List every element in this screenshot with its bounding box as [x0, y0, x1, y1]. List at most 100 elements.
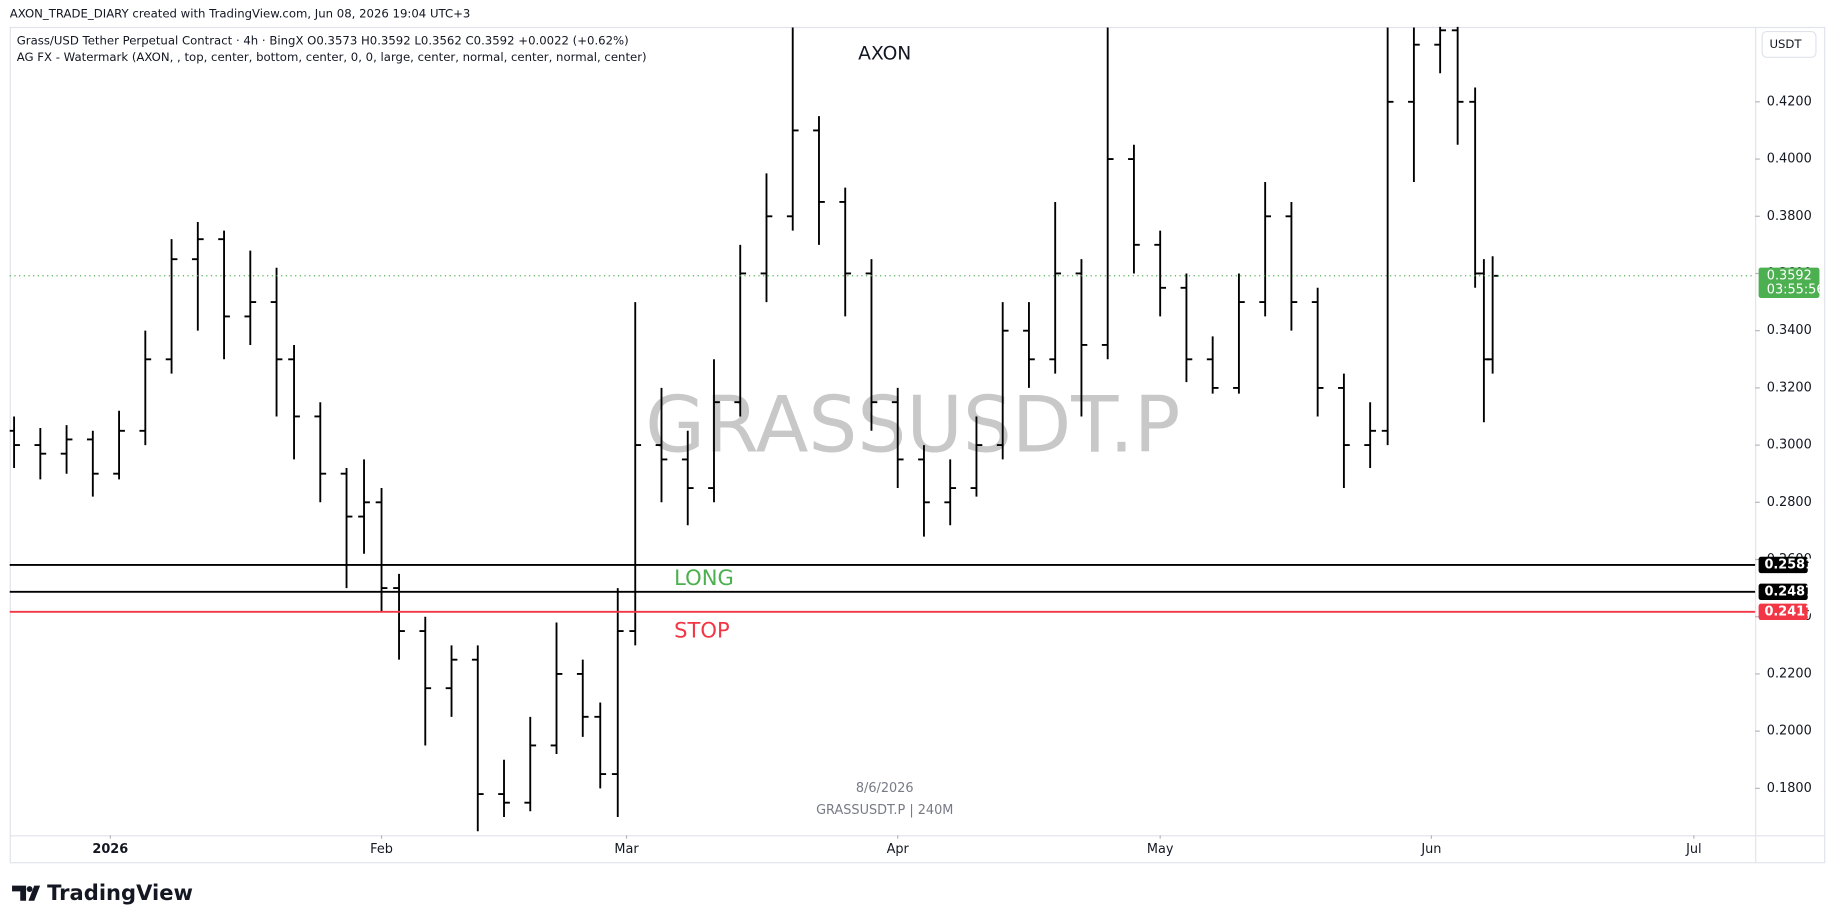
- ohlc-bar: [839, 187, 852, 317]
- ohlc-bar: [445, 645, 458, 717]
- ohlc-bar: [244, 250, 257, 345]
- logo-icon: [12, 885, 41, 901]
- ohlc-bar: [760, 173, 773, 303]
- ohlc-bar: [708, 359, 720, 503]
- ohlc-bar: [270, 267, 283, 417]
- y-tick-label: 0.2800: [1767, 495, 1812, 510]
- level-label: 0.2417: [1764, 604, 1814, 619]
- ohlc-bar: [375, 488, 388, 612]
- level-tag: [1758, 556, 1808, 574]
- ohlc-bar: [550, 622, 563, 755]
- ohlc-bar: [1311, 287, 1324, 417]
- ohlc-bar: [60, 425, 73, 474]
- ohlc-bar: [1364, 402, 1377, 468]
- y-tick-label: 0.2200: [1767, 666, 1812, 681]
- ohlc-bar: [1233, 273, 1245, 394]
- x-tick-label: Jul: [1685, 842, 1702, 857]
- ohlc-bar: [34, 427, 47, 480]
- credit: AXON_TRADE_DIARY created with TradingVie…: [10, 7, 471, 21]
- date-mark: 8/6/2026: [856, 781, 914, 796]
- ohlc-bar: [1451, 26, 1464, 145]
- ohlc-bar: [944, 459, 957, 526]
- brand-logo: [12, 885, 41, 901]
- y-tick-label: 0.3800: [1767, 209, 1812, 224]
- ohlc-bar: [1408, 27, 1420, 182]
- x-tick-label: May: [1147, 842, 1174, 857]
- ohlc-bar: [419, 616, 432, 746]
- top-mark: AXON: [858, 43, 911, 64]
- annotation: LONG: [674, 565, 734, 590]
- level-label: 0.2487: [1764, 584, 1814, 599]
- ohlc-bar: [1075, 259, 1088, 417]
- ohlc-bar: [393, 573, 405, 660]
- frame: [9, 26, 1826, 864]
- ohlc-bar: [1128, 144, 1140, 274]
- ohlc-bar: [1338, 373, 1350, 489]
- annotation: STOP: [674, 618, 729, 643]
- ohlc-bar: [314, 402, 327, 503]
- ohlc-bar: [734, 244, 747, 417]
- ohlc-bar: [9, 416, 20, 468]
- ohlc-bar: [1434, 26, 1446, 74]
- ohlc-bar: [681, 430, 694, 526]
- last-price-label: 0.3592: [1767, 268, 1812, 283]
- plot-area: [9, 26, 1499, 832]
- ohlc-bar: [1049, 201, 1062, 374]
- ohlc-bar: [891, 387, 904, 489]
- ohlc-bar: [813, 116, 825, 245]
- ohlc-bar: [611, 588, 624, 817]
- symbol-interval: GRASSUSDT.P | 240M: [816, 803, 953, 818]
- ohlc-bar: [594, 702, 607, 789]
- ohlc-bar: [218, 230, 230, 360]
- ohlc-bar: [1154, 230, 1167, 317]
- ohlc-bar: [1101, 27, 1114, 360]
- ohlc-bar: [1180, 273, 1193, 383]
- level-tag: [1758, 603, 1808, 621]
- logo-dot: [26, 886, 33, 892]
- ohlc-bar: [1285, 201, 1298, 331]
- currency[interactable]: USDT: [1769, 37, 1802, 51]
- y-tick-label: 0.2000: [1767, 724, 1812, 739]
- ohlc-bar: [86, 430, 99, 497]
- countdown: 03:55:56: [1767, 282, 1825, 297]
- ohlc-bar: [471, 645, 484, 832]
- level-tag: [1758, 583, 1808, 601]
- ohlc-bar: [1023, 302, 1035, 388]
- ohlc-bar: [996, 302, 1009, 460]
- y-tick-label: 0.3400: [1767, 323, 1812, 338]
- ohlc-bar: [139, 330, 152, 446]
- ohlc-bar: [918, 445, 930, 537]
- y-tick-label: 0.3000: [1767, 438, 1812, 453]
- y-tick-label: 0.4000: [1767, 152, 1812, 167]
- ohlc-bar: [165, 239, 178, 374]
- ohlc-bar: [1259, 181, 1272, 317]
- currency-button[interactable]: [1761, 31, 1817, 58]
- x-tick-label: Mar: [614, 842, 639, 857]
- legend: Grass/USD Tether Perpetual Contract · 4h…: [17, 33, 629, 47]
- y-tick-label: 0.4200: [1767, 94, 1812, 109]
- ohlc-bar: [498, 759, 510, 817]
- x-tick-label: Feb: [370, 842, 393, 857]
- ohlc-bar: [576, 659, 589, 737]
- indicator: AG FX - Watermark (AXON, , top, center, …: [17, 50, 647, 64]
- ohlc-bar: [1206, 336, 1219, 394]
- ohlc-bar: [288, 344, 300, 460]
- level-label: 0.2581: [1764, 557, 1814, 572]
- ohlc-bar: [524, 716, 537, 812]
- ohlc-bar: [865, 259, 878, 431]
- ohlc-bar: [358, 459, 370, 554]
- ohlc-bar: [113, 410, 125, 480]
- y-tick-label: 0.1800: [1767, 781, 1812, 796]
- ohlc-bar: [1381, 27, 1394, 446]
- ohlc-bar: [629, 302, 642, 646]
- x-tick-label: Apr: [887, 842, 910, 857]
- ohlc-bar: [970, 416, 983, 497]
- ohlc-bar: [655, 387, 668, 503]
- last-price-tag: [1758, 267, 1820, 298]
- x-tick-label: 2026: [92, 842, 128, 857]
- x-tick-label: Jun: [1420, 842, 1441, 857]
- y-tick-label: 0.3200: [1767, 380, 1812, 395]
